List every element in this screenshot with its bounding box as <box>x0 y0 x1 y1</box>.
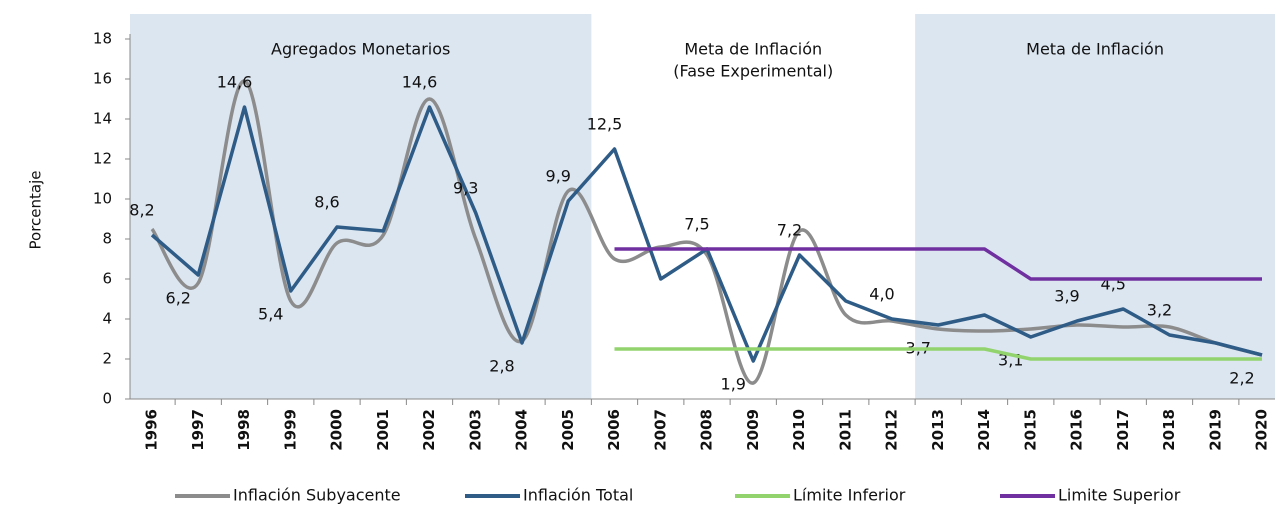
data-label: 8,6 <box>314 193 339 212</box>
data-label: 9,3 <box>453 179 478 198</box>
x-tick-label: 2019 <box>1206 409 1224 451</box>
legend-label: Límite Inferior <box>793 486 906 505</box>
region-label: Meta de Inflación <box>1026 40 1164 59</box>
data-label: 9,9 <box>546 167 571 186</box>
legend-label: Limite Superior <box>1058 486 1181 505</box>
data-label: 7,5 <box>684 215 709 234</box>
y-tick-label: 16 <box>93 70 112 88</box>
y-tick-label: 18 <box>93 30 112 48</box>
data-label: 3,9 <box>1054 287 1079 306</box>
y-tick-label: 2 <box>102 350 112 368</box>
data-label: 4,0 <box>869 285 894 304</box>
x-tick-label: 2010 <box>790 409 808 451</box>
data-label: 8,2 <box>129 201 154 220</box>
x-tick-label: 2011 <box>836 409 854 451</box>
x-tick-label: 1998 <box>235 409 253 451</box>
region-band <box>130 14 592 399</box>
data-label: 1,9 <box>721 375 746 394</box>
y-axis-label: Porcentaje <box>27 171 45 250</box>
x-tick-label: 2003 <box>466 409 484 451</box>
y-tick-label: 6 <box>102 270 112 288</box>
data-label: 3,2 <box>1147 301 1172 320</box>
series-line <box>150 79 1263 385</box>
x-tick-label: 1999 <box>281 409 299 451</box>
x-tick-label: 2016 <box>1068 409 1086 451</box>
x-tick-label: 1996 <box>143 409 161 451</box>
x-tick-label: 2008 <box>698 409 716 451</box>
x-tick-label: 2007 <box>651 409 669 451</box>
data-label: 7,2 <box>777 221 802 240</box>
series-line <box>614 247 1262 281</box>
x-tick-label: 2006 <box>605 409 623 451</box>
x-tick-label: 2009 <box>744 409 762 451</box>
x-tick-label: 2012 <box>883 409 901 451</box>
data-label: 6,2 <box>166 289 191 308</box>
y-tick-label: 0 <box>102 390 112 408</box>
x-tick-label: 2018 <box>1160 409 1178 451</box>
data-label: 12,5 <box>587 115 623 134</box>
x-tick-label: 2020 <box>1253 409 1271 451</box>
regions: Agregados Monetarios Meta de Inflación (Fa… <box>130 14 1275 399</box>
y-tick-label: 12 <box>93 150 112 168</box>
x-tick-label: 2004 <box>513 409 531 451</box>
y-tick-label: 4 <box>102 310 112 328</box>
x-tick-label: 2000 <box>328 409 346 451</box>
legend-label: Inflación Total <box>523 486 633 505</box>
data-label: 2,2 <box>1229 369 1254 388</box>
data-label: 14,6 <box>217 73 253 92</box>
y-tick-label: 8 <box>102 230 112 248</box>
x-tick-label: 2013 <box>929 409 947 451</box>
region-label: (Fase Experimental) <box>673 62 833 81</box>
x-tick-label: 2015 <box>1021 409 1039 451</box>
x-tick-label: 2001 <box>374 409 392 451</box>
data-label: 5,4 <box>258 305 283 324</box>
region-label: Agregados Monetarios <box>271 40 450 59</box>
data-label: 14,6 <box>402 73 438 92</box>
x-tick-label: 2014 <box>975 409 993 451</box>
y-tick-label: 14 <box>93 110 112 128</box>
x-tick-label: 2017 <box>1114 409 1132 451</box>
x-tick-label: 1997 <box>189 409 207 451</box>
data-label: 2,8 <box>489 357 514 376</box>
y-tick-label: 10 <box>93 190 112 208</box>
x-tick-label: 2005 <box>559 409 577 451</box>
region-band <box>915 14 1275 399</box>
x-tick-label: 2002 <box>420 409 438 451</box>
series-line <box>614 347 1262 361</box>
region-label: Meta de Inflación <box>684 40 822 59</box>
legend-label: Inflación Subyacente <box>233 486 401 505</box>
